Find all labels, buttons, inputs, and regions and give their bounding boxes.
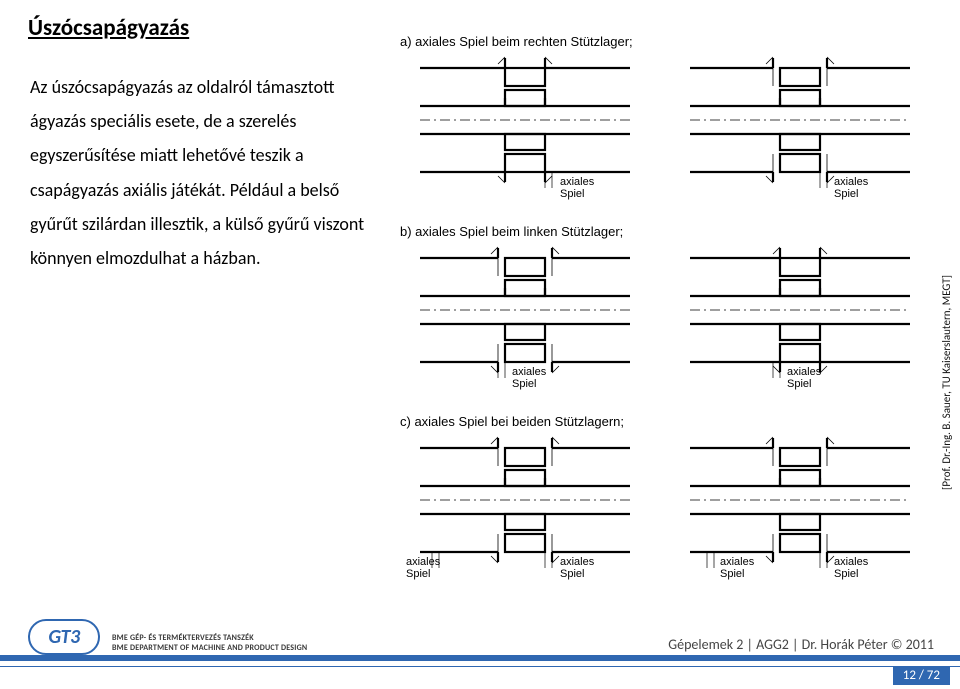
diagram-c	[400, 430, 920, 570]
blue-band	[0, 655, 960, 661]
thin-line	[0, 666, 960, 667]
dept-text: BME GÉP- ÉS TERMÉKTERVEZÉS TANSZÉK BME D…	[112, 633, 307, 653]
label-c-3: axialesSpiel	[720, 557, 754, 580]
diagram-b	[400, 240, 920, 380]
caption-a: a) axiales Spiel beim rechten Stützlager…	[400, 34, 633, 49]
body-paragraph: Az úszócsapágyazás az oldalról támasztot…	[30, 70, 370, 275]
diagram-a	[400, 50, 920, 190]
label-c-1: axialesSpiel	[406, 557, 440, 580]
label-b-left: axialesSpiel	[512, 367, 546, 390]
label-a-right: axialesSpiel	[834, 177, 868, 200]
label-c-2: axialesSpiel	[560, 557, 594, 580]
page-title: Úszócsapágyazás	[28, 14, 189, 42]
label-a-left: axialesSpiel	[560, 177, 594, 200]
footer-course-line: Gépelemek 2 | AGG2 | Dr. Horák Péter © 2…	[668, 636, 934, 653]
caption-c: c) axiales Spiel bei beiden Stützlagern;	[400, 414, 624, 429]
label-b-right: axialesSpiel	[787, 367, 821, 390]
label-c-4: axialesSpiel	[834, 557, 868, 580]
dept-line1: BME GÉP- ÉS TERMÉKTERVEZÉS TANSZÉK	[112, 633, 254, 643]
caption-b: b) axiales Spiel beim linken Stützlager;	[400, 224, 623, 239]
footer: GT3 BME GÉP- ÉS TERMÉKTERVEZÉS TANSZÉK B…	[0, 611, 960, 689]
diagram-area: a) axiales Spiel beim rechten Stützlager…	[400, 34, 930, 594]
gt3-logo: GT3	[28, 619, 100, 655]
dept-line2: BME DEPARTMENT OF MACHINE AND PRODUCT DE…	[112, 643, 307, 653]
page-number: 12 / 72	[893, 666, 950, 685]
credit-text: [Prof. Dr.-Ing. B. Sauer, TU Kaiserslaut…	[940, 230, 956, 490]
